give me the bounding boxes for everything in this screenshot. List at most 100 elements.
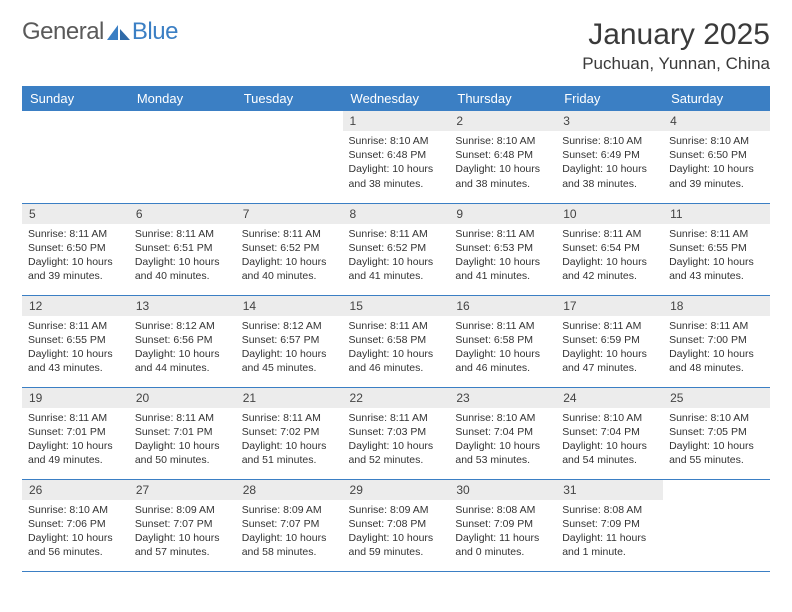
- day-header: Monday: [129, 86, 236, 111]
- day-number: 23: [449, 388, 556, 408]
- day-details: Sunrise: 8:09 AMSunset: 7:07 PMDaylight:…: [129, 500, 236, 564]
- day-details: Sunrise: 8:08 AMSunset: 7:09 PMDaylight:…: [449, 500, 556, 564]
- logo-text-1: General: [22, 18, 104, 46]
- day-number: 21: [236, 388, 343, 408]
- day-details: Sunrise: 8:11 AMSunset: 6:54 PMDaylight:…: [556, 224, 663, 288]
- day-details: Sunrise: 8:10 AMSunset: 6:48 PMDaylight:…: [449, 131, 556, 195]
- day-number: 4: [663, 111, 770, 131]
- day-number: 5: [22, 204, 129, 224]
- day-header: Sunday: [22, 86, 129, 111]
- day-details: Sunrise: 8:11 AMSunset: 6:55 PMDaylight:…: [663, 224, 770, 288]
- calendar-table: SundayMondayTuesdayWednesdayThursdayFrid…: [22, 86, 770, 572]
- day-header: Thursday: [449, 86, 556, 111]
- calendar-cell: 1Sunrise: 8:10 AMSunset: 6:48 PMDaylight…: [343, 111, 450, 203]
- day-number: 26: [22, 480, 129, 500]
- calendar-cell: 30Sunrise: 8:08 AMSunset: 7:09 PMDayligh…: [449, 479, 556, 571]
- day-number: 16: [449, 296, 556, 316]
- day-details: Sunrise: 8:10 AMSunset: 7:04 PMDaylight:…: [449, 408, 556, 472]
- day-details: Sunrise: 8:12 AMSunset: 6:57 PMDaylight:…: [236, 316, 343, 380]
- day-details: Sunrise: 8:11 AMSunset: 7:03 PMDaylight:…: [343, 408, 450, 472]
- logo: General Blue: [22, 18, 178, 46]
- day-header: Friday: [556, 86, 663, 111]
- day-number: 19: [22, 388, 129, 408]
- calendar-cell: 3Sunrise: 8:10 AMSunset: 6:49 PMDaylight…: [556, 111, 663, 203]
- calendar-cell: 9Sunrise: 8:11 AMSunset: 6:53 PMDaylight…: [449, 203, 556, 295]
- calendar-head: SundayMondayTuesdayWednesdayThursdayFrid…: [22, 86, 770, 111]
- calendar-cell: 13Sunrise: 8:12 AMSunset: 6:56 PMDayligh…: [129, 295, 236, 387]
- calendar-week-row: 1Sunrise: 8:10 AMSunset: 6:48 PMDaylight…: [22, 111, 770, 203]
- day-details: Sunrise: 8:11 AMSunset: 7:00 PMDaylight:…: [663, 316, 770, 380]
- day-details: Sunrise: 8:11 AMSunset: 7:02 PMDaylight:…: [236, 408, 343, 472]
- day-number: 10: [556, 204, 663, 224]
- day-number: 7: [236, 204, 343, 224]
- location: Puchuan, Yunnan, China: [582, 54, 770, 74]
- calendar-cell: 18Sunrise: 8:11 AMSunset: 7:00 PMDayligh…: [663, 295, 770, 387]
- logo-text-2: Blue: [132, 18, 178, 46]
- day-number: 18: [663, 296, 770, 316]
- day-details: Sunrise: 8:11 AMSunset: 6:58 PMDaylight:…: [449, 316, 556, 380]
- calendar-cell: 16Sunrise: 8:11 AMSunset: 6:58 PMDayligh…: [449, 295, 556, 387]
- day-details: Sunrise: 8:11 AMSunset: 6:52 PMDaylight:…: [343, 224, 450, 288]
- day-number: 20: [129, 388, 236, 408]
- calendar-cell: 17Sunrise: 8:11 AMSunset: 6:59 PMDayligh…: [556, 295, 663, 387]
- title-block: January 2025 Puchuan, Yunnan, China: [582, 18, 770, 74]
- day-number: 24: [556, 388, 663, 408]
- logo-sail-icon: [106, 23, 132, 41]
- calendar-week-row: 5Sunrise: 8:11 AMSunset: 6:50 PMDaylight…: [22, 203, 770, 295]
- day-number: 28: [236, 480, 343, 500]
- calendar-cell: 31Sunrise: 8:08 AMSunset: 7:09 PMDayligh…: [556, 479, 663, 571]
- day-number: 1: [343, 111, 450, 131]
- calendar-cell: 24Sunrise: 8:10 AMSunset: 7:04 PMDayligh…: [556, 387, 663, 479]
- day-details: Sunrise: 8:11 AMSunset: 6:59 PMDaylight:…: [556, 316, 663, 380]
- calendar-cell: 28Sunrise: 8:09 AMSunset: 7:07 PMDayligh…: [236, 479, 343, 571]
- calendar-cell: 2Sunrise: 8:10 AMSunset: 6:48 PMDaylight…: [449, 111, 556, 203]
- calendar-cell: 21Sunrise: 8:11 AMSunset: 7:02 PMDayligh…: [236, 387, 343, 479]
- day-details: Sunrise: 8:11 AMSunset: 6:50 PMDaylight:…: [22, 224, 129, 288]
- calendar-cell: 23Sunrise: 8:10 AMSunset: 7:04 PMDayligh…: [449, 387, 556, 479]
- day-details: Sunrise: 8:09 AMSunset: 7:07 PMDaylight:…: [236, 500, 343, 564]
- day-number: 3: [556, 111, 663, 131]
- day-header: Saturday: [663, 86, 770, 111]
- day-number: 31: [556, 480, 663, 500]
- day-number: 13: [129, 296, 236, 316]
- day-details: Sunrise: 8:10 AMSunset: 6:49 PMDaylight:…: [556, 131, 663, 195]
- calendar-cell: 4Sunrise: 8:10 AMSunset: 6:50 PMDaylight…: [663, 111, 770, 203]
- day-header: Tuesday: [236, 86, 343, 111]
- day-number: 12: [22, 296, 129, 316]
- day-number: 8: [343, 204, 450, 224]
- day-number: 11: [663, 204, 770, 224]
- calendar-week-row: 12Sunrise: 8:11 AMSunset: 6:55 PMDayligh…: [22, 295, 770, 387]
- day-details: Sunrise: 8:11 AMSunset: 6:53 PMDaylight:…: [449, 224, 556, 288]
- calendar-cell: 26Sunrise: 8:10 AMSunset: 7:06 PMDayligh…: [22, 479, 129, 571]
- calendar-cell: 29Sunrise: 8:09 AMSunset: 7:08 PMDayligh…: [343, 479, 450, 571]
- day-number: 9: [449, 204, 556, 224]
- calendar-cell: 25Sunrise: 8:10 AMSunset: 7:05 PMDayligh…: [663, 387, 770, 479]
- day-number: 22: [343, 388, 450, 408]
- calendar-cell: [129, 111, 236, 203]
- calendar-cell: 6Sunrise: 8:11 AMSunset: 6:51 PMDaylight…: [129, 203, 236, 295]
- day-details: Sunrise: 8:11 AMSunset: 6:58 PMDaylight:…: [343, 316, 450, 380]
- day-number: 15: [343, 296, 450, 316]
- day-details: Sunrise: 8:11 AMSunset: 7:01 PMDaylight:…: [22, 408, 129, 472]
- calendar-week-row: 19Sunrise: 8:11 AMSunset: 7:01 PMDayligh…: [22, 387, 770, 479]
- calendar-cell: [22, 111, 129, 203]
- day-number: 17: [556, 296, 663, 316]
- day-details: Sunrise: 8:10 AMSunset: 6:48 PMDaylight:…: [343, 131, 450, 195]
- calendar-cell: 20Sunrise: 8:11 AMSunset: 7:01 PMDayligh…: [129, 387, 236, 479]
- calendar-cell: [663, 479, 770, 571]
- day-details: Sunrise: 8:11 AMSunset: 7:01 PMDaylight:…: [129, 408, 236, 472]
- day-number: 6: [129, 204, 236, 224]
- day-details: Sunrise: 8:10 AMSunset: 7:06 PMDaylight:…: [22, 500, 129, 564]
- day-details: Sunrise: 8:11 AMSunset: 6:51 PMDaylight:…: [129, 224, 236, 288]
- day-header: Wednesday: [343, 86, 450, 111]
- day-details: Sunrise: 8:11 AMSunset: 6:52 PMDaylight:…: [236, 224, 343, 288]
- calendar-cell: 14Sunrise: 8:12 AMSunset: 6:57 PMDayligh…: [236, 295, 343, 387]
- day-number: 30: [449, 480, 556, 500]
- header: General Blue January 2025 Puchuan, Yunna…: [22, 18, 770, 74]
- day-details: Sunrise: 8:10 AMSunset: 6:50 PMDaylight:…: [663, 131, 770, 195]
- day-details: Sunrise: 8:10 AMSunset: 7:04 PMDaylight:…: [556, 408, 663, 472]
- calendar-cell: 12Sunrise: 8:11 AMSunset: 6:55 PMDayligh…: [22, 295, 129, 387]
- day-details: Sunrise: 8:10 AMSunset: 7:05 PMDaylight:…: [663, 408, 770, 472]
- month-title: January 2025: [582, 18, 770, 52]
- day-details: Sunrise: 8:12 AMSunset: 6:56 PMDaylight:…: [129, 316, 236, 380]
